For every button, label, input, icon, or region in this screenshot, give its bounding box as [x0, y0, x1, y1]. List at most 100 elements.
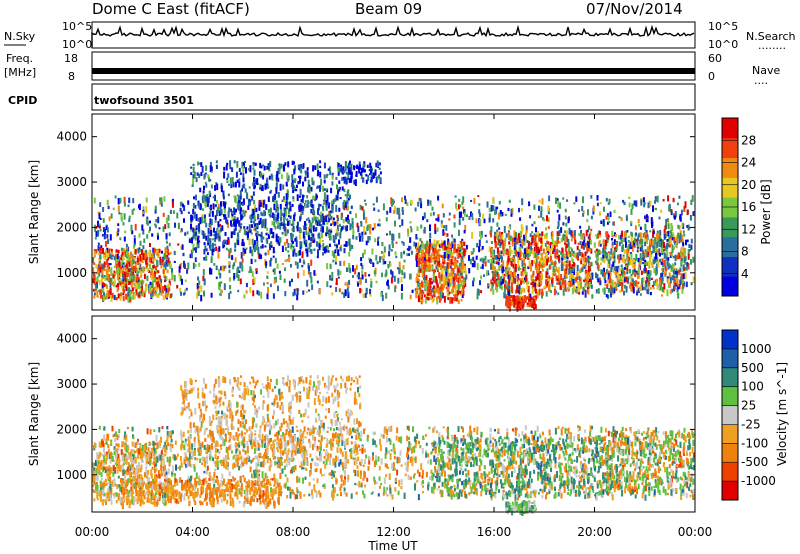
data-pixel: [637, 257, 640, 263]
data-pixel: [518, 284, 521, 291]
data-pixel: [342, 176, 345, 181]
data-pixel: [228, 277, 231, 282]
data-pixel: [164, 254, 167, 259]
data-pixel: [161, 250, 163, 254]
data-pixel: [249, 165, 252, 173]
data-pixel: [253, 200, 256, 205]
data-pixel: [662, 199, 665, 202]
data-pixel: [496, 206, 499, 210]
data-pixel: [534, 304, 537, 310]
data-pixel: [216, 207, 219, 213]
data-pixel: [204, 195, 207, 202]
data-pixel: [522, 295, 525, 302]
data-pixel: [138, 203, 141, 211]
data-pixel: [293, 288, 296, 296]
data-pixel: [169, 293, 172, 299]
data-pixel: [590, 215, 593, 220]
data-pixel: [671, 263, 674, 270]
data-pixel: [95, 283, 98, 288]
data-pixel: [207, 242, 210, 246]
data-pixel: [447, 287, 450, 291]
noise-line: [91, 24, 695, 48]
data-pixel: [298, 175, 300, 178]
data-pixel: [631, 259, 634, 265]
data-pixel: [227, 261, 230, 265]
data-pixel: [409, 294, 412, 300]
data-pixel: [520, 289, 522, 295]
data-pixel: [630, 208, 633, 215]
data-pixel: [531, 235, 534, 242]
data-pixel: [556, 226, 559, 229]
data-pixel: [501, 272, 504, 276]
data-pixel: [443, 225, 446, 229]
data-pixel: [681, 247, 684, 253]
data-pixel: [648, 255, 651, 263]
data-pixel: [263, 282, 265, 286]
data-pixel: [130, 224, 133, 232]
y-tick-label: 1000: [56, 266, 87, 280]
data-pixel: [580, 277, 583, 280]
data-pixel: [530, 274, 533, 281]
data-pixel: [416, 261, 419, 268]
data-pixel: [543, 285, 546, 289]
data-pixel: [540, 236, 543, 244]
data-pixel: [168, 232, 171, 237]
data-pixel: [530, 459, 533, 463]
data-pixel: [518, 237, 521, 243]
data-pixel: [379, 162, 381, 166]
data-pixel: [234, 248, 237, 252]
data-pixel: [345, 225, 348, 231]
data-pixel: [510, 270, 512, 274]
data-pixel: [115, 284, 118, 288]
data-pixel: [557, 279, 560, 285]
data-pixel: [462, 196, 465, 203]
data-pixel: [247, 232, 249, 238]
data-pixel: [396, 267, 399, 270]
data-pixel: [248, 167, 250, 171]
data-pixel: [316, 163, 319, 170]
data-pixel: [218, 210, 221, 217]
data-pixel: [584, 270, 587, 275]
data-pixel: [146, 251, 149, 257]
data-pixel: [460, 282, 463, 287]
data-pixel: [536, 254, 538, 259]
data-pixel: [638, 243, 641, 248]
data-pixel: [328, 243, 331, 247]
data-pixel: [141, 286, 143, 293]
data-pixel: [310, 276, 313, 284]
data-pixel: [117, 249, 120, 254]
data-pixel: [682, 247, 685, 252]
data-pixel: [520, 472, 523, 479]
data-pixel: [138, 267, 141, 274]
data-pixel: [435, 265, 438, 270]
data-pixel: [204, 214, 206, 219]
data-pixel: [198, 262, 201, 267]
data-pixel: [102, 264, 105, 270]
data-pixel: [453, 259, 456, 266]
data-pixel: [471, 232, 474, 239]
data-pixel: [318, 243, 321, 251]
data-pixel: [317, 203, 320, 211]
data-pixel: [325, 174, 328, 179]
data-pixel: [349, 194, 351, 200]
data-pixel: [571, 253, 574, 257]
data-pixel: [663, 259, 666, 267]
data-pixel: [658, 280, 661, 286]
data-pixel: [642, 197, 645, 203]
data-pixel: [287, 208, 290, 215]
data-pixel: [545, 279, 548, 285]
data-pixel: [238, 270, 241, 273]
data-pixel: [501, 270, 504, 274]
data-pixel: [423, 275, 425, 280]
data-pixel: [383, 246, 386, 253]
data-pixel: [297, 164, 300, 169]
data-pixel: [567, 241, 570, 248]
data-pixel: [275, 187, 278, 194]
data-pixel: [132, 293, 135, 297]
data-pixel: [563, 255, 566, 259]
data-pixel: [523, 234, 525, 241]
data-pixel: [565, 274, 568, 278]
data-pixel: [432, 296, 435, 299]
data-pixel: [437, 248, 440, 256]
data-pixel: [503, 273, 506, 277]
